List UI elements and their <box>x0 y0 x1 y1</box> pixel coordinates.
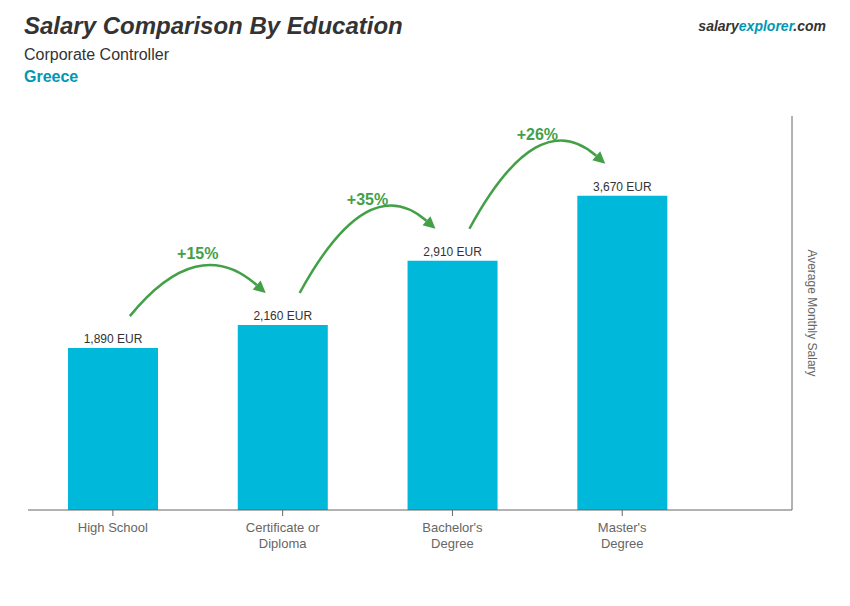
svg-text:+35%: +35% <box>347 191 388 208</box>
svg-text:Master'sDegree: Master'sDegree <box>598 520 647 551</box>
svg-text:+15%: +15% <box>177 245 218 262</box>
html-text:salary explorer.com: salary explorer.com <box>698 18 826 34</box>
svg-text:+26%: +26% <box>517 126 558 143</box>
svg-text:Certificate orDiploma: Certificate orDiploma <box>246 520 320 551</box>
svg-text:2,910 EUR: 2,910 EUR <box>423 245 482 259</box>
svg-text:Bachelor'sDegree: Bachelor'sDegree <box>422 520 483 551</box>
html-text:Salary Comparison By Education: Salary Comparison By Education <box>24 12 403 39</box>
html-text:Greece: Greece <box>24 68 79 85</box>
html-text:Corporate Controller: Corporate Controller <box>24 46 169 63</box>
svg-text:Average Monthly Salary: Average Monthly Salary <box>805 249 819 376</box>
svg-text:2,160 EUR: 2,160 EUR <box>253 309 312 323</box>
svg-text:3,670 EUR: 3,670 EUR <box>593 180 652 194</box>
svg-text:1,890 EUR: 1,890 EUR <box>84 332 143 346</box>
svg-text:High School: High School <box>78 520 148 535</box>
